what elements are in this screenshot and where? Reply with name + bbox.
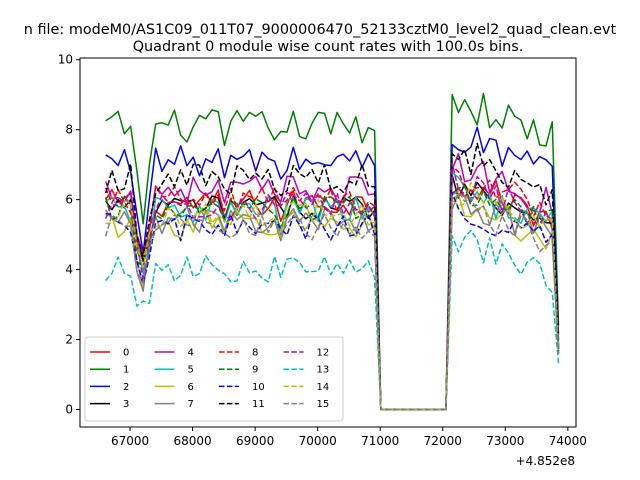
y-tick-label: 0 xyxy=(65,403,73,417)
x-axis-ticks: 67000 68000 69000 70000 71000 72000 73000 74000 xyxy=(111,427,587,448)
x-tick-label: 74000 xyxy=(549,434,587,448)
series-line-5 xyxy=(105,171,560,411)
legend-label-8: 8 xyxy=(252,348,258,359)
legend-label-6: 6 xyxy=(188,382,194,393)
series-line-1 xyxy=(105,92,560,411)
x-tick-label: 69000 xyxy=(236,434,274,448)
plot-area: 67000 68000 69000 70000 71000 72000 73000 74000… xyxy=(58,53,587,448)
series-line-8 xyxy=(104,165,560,411)
y-tick-label: 10 xyxy=(58,53,73,67)
legend-label-12: 12 xyxy=(317,348,330,359)
legend-label-4: 4 xyxy=(188,348,194,359)
y-tick-label: 2 xyxy=(65,333,73,347)
series-line-13 xyxy=(105,229,560,411)
legend-label-7: 7 xyxy=(188,399,194,410)
x-tick-label: 70000 xyxy=(299,434,337,448)
legend-box xyxy=(84,336,344,422)
y-tick-label: 6 xyxy=(65,193,73,207)
legend-label-15: 15 xyxy=(317,399,330,410)
series-line-11 xyxy=(104,142,560,411)
series-line-14 xyxy=(105,181,560,411)
y-tick-label: 4 xyxy=(65,263,73,277)
legend-label-0: 0 xyxy=(123,348,129,359)
legend-label-5: 5 xyxy=(188,365,194,376)
x-tick-label: 72000 xyxy=(424,434,462,448)
axes-frame xyxy=(79,57,577,428)
series-line-12 xyxy=(104,162,560,411)
series-line-15 xyxy=(104,189,560,411)
legend-label-1: 1 xyxy=(123,365,129,376)
legend-label-2: 2 xyxy=(123,382,129,393)
x-tick-label: 68000 xyxy=(173,434,211,448)
x-tick-label: 71000 xyxy=(361,434,399,448)
legend-label-13: 13 xyxy=(317,365,330,376)
x-axis-offset-label: +4.852e8 xyxy=(516,454,575,468)
y-tick-label: 8 xyxy=(65,123,73,137)
series-line-6 xyxy=(105,193,560,411)
figure-suptitle: n file: modeM0/AS1C09_011T07_9000006470_… xyxy=(24,22,617,38)
series-layer xyxy=(104,92,560,411)
y-axis-ticks: 0 2 4 6 8 10 xyxy=(58,53,80,417)
legend-label-10: 10 xyxy=(252,382,265,393)
legend-label-11: 11 xyxy=(252,399,265,410)
legend-label-9: 9 xyxy=(252,365,258,376)
legend-label-14: 14 xyxy=(317,382,330,393)
x-tick-label: 67000 xyxy=(111,434,149,448)
series-line-2 xyxy=(105,126,560,411)
legend-label-3: 3 xyxy=(123,399,129,410)
series-line-10 xyxy=(105,192,560,411)
chart-title: Quadrant 0 module wise count rates with … xyxy=(133,39,524,55)
x-tick-label: 73000 xyxy=(486,434,524,448)
